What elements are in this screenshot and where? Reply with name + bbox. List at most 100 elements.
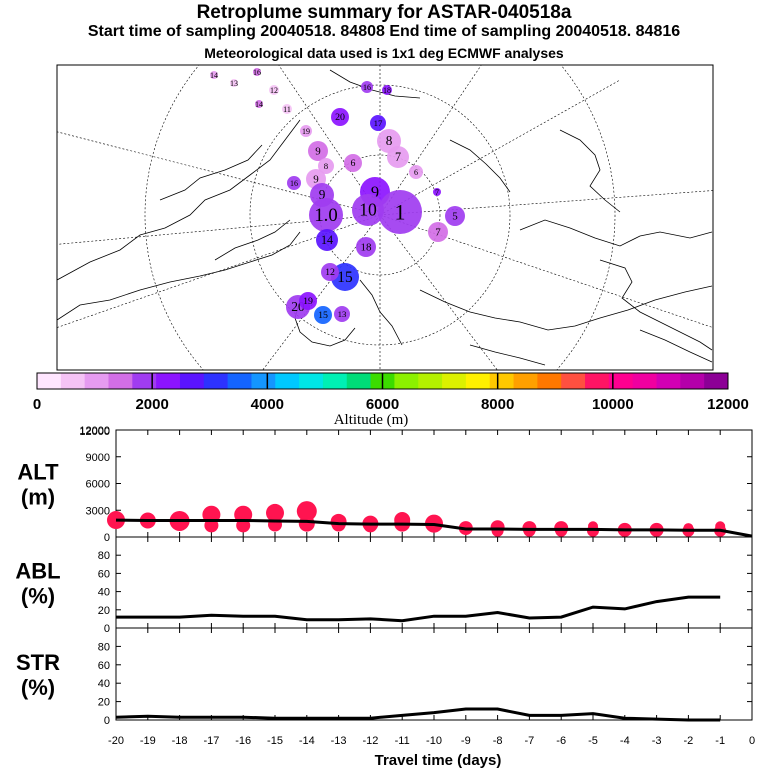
plume-cluster-marker xyxy=(299,292,317,310)
plume-cluster-marker xyxy=(269,85,279,95)
plume-cluster-marker xyxy=(361,81,373,93)
x-tick-label: -16 xyxy=(235,735,251,747)
y-tick-label: 60 xyxy=(98,660,110,672)
y-axis-label: ALT xyxy=(17,460,59,485)
plume-cluster-label: 1.0 xyxy=(314,205,337,226)
altitude-point xyxy=(266,503,284,522)
colorbar-segment xyxy=(251,373,276,389)
plume-cluster-marker xyxy=(445,206,465,226)
plume-cluster-marker xyxy=(433,188,441,196)
chart-title: Retroplume summary for ASTAR-040518a xyxy=(196,2,572,23)
colorbar-label: Altitude (m) xyxy=(334,412,409,428)
plume-cluster-marker xyxy=(300,125,312,137)
y-tick-label: 20 xyxy=(98,605,110,617)
x-tick-label: -15 xyxy=(267,735,283,747)
x-tick-label: -1 xyxy=(715,735,725,747)
colorbar-tick-label: 12000 xyxy=(707,396,749,413)
plume-cluster-marker xyxy=(253,68,261,76)
panel-frame xyxy=(115,627,753,721)
colorbar-tick-label: 2000 xyxy=(135,396,168,413)
plume-cluster-label: 9 xyxy=(315,146,321,158)
x-tick-label: -2 xyxy=(684,735,694,747)
plume-cluster-label: 5 xyxy=(452,211,458,223)
y-tick-label: 12000 xyxy=(79,426,110,438)
colorbar-segment xyxy=(84,373,109,389)
y-tick-label: 3000 xyxy=(86,505,110,517)
x-tick-label: -8 xyxy=(493,735,503,747)
plume-cluster-marker xyxy=(387,146,409,168)
colorbar-segment xyxy=(156,373,181,389)
colorbar-segment xyxy=(489,373,515,389)
y-axis-label: ABL xyxy=(15,559,60,584)
x-tick-label: -11 xyxy=(395,735,410,747)
y-tick-label: 9000 xyxy=(86,452,110,464)
plume-cluster-label: 8 xyxy=(386,133,393,148)
plume-cluster-marker xyxy=(318,158,334,174)
plume-cluster-marker xyxy=(321,263,339,281)
x-axis-label: Travel time (days) xyxy=(375,752,502,768)
plume-cluster-label: 12 xyxy=(325,267,335,278)
plume-cluster-label: 16 xyxy=(253,68,261,77)
map-graticule xyxy=(57,65,713,370)
colorbar-segment xyxy=(203,373,229,389)
plume-cluster-label: 8 xyxy=(324,161,329,171)
colorbar-segment xyxy=(561,373,586,389)
str-fraction-line xyxy=(115,707,721,722)
y-tick-label: 6000 xyxy=(86,479,110,491)
plume-cluster-marker xyxy=(308,141,328,161)
plume-cluster-label: 20 xyxy=(335,112,345,123)
plume-cluster-label: 15 xyxy=(318,310,328,321)
plume-cluster-marker xyxy=(255,100,263,108)
plume-cluster-marker xyxy=(309,198,343,232)
colorbar-segment xyxy=(108,373,133,389)
colorbar-segment xyxy=(680,373,705,389)
plume-cluster-marker xyxy=(344,154,362,172)
plume-cluster-marker xyxy=(409,165,423,179)
altitude-point xyxy=(296,501,317,522)
plume-cluster-label: 11 xyxy=(283,105,291,114)
colorbar-segment xyxy=(37,373,62,389)
y-axis-label: STR xyxy=(16,650,60,675)
plume-cluster-label: 12 xyxy=(270,86,278,95)
plume-cluster-marker xyxy=(230,79,238,87)
plume-cluster-marker xyxy=(287,176,301,190)
y-tick-label: 80 xyxy=(98,641,110,653)
y-axis-label: (m) xyxy=(21,485,55,510)
plume-cluster-label: 13 xyxy=(338,309,347,319)
plume-cluster-label: 14 xyxy=(210,71,218,80)
plume-cluster-label: 7 xyxy=(435,188,439,197)
y-axis-label: (%) xyxy=(21,675,55,700)
colorbar-tick-label: 4000 xyxy=(251,396,284,413)
plume-cluster-marker xyxy=(314,306,332,324)
x-tick-label: 0 xyxy=(749,735,755,747)
colorbar-segment xyxy=(346,373,372,389)
plume-cluster-label: 1 xyxy=(395,200,406,225)
plume-cluster-label: 7 xyxy=(435,227,441,239)
x-tick-label: -12 xyxy=(362,735,378,747)
colorbar-segment xyxy=(585,373,610,389)
time-series-panels: 03000600090001200012000ALT(m)020406080AB… xyxy=(15,425,755,747)
plume-cluster-label: 19 xyxy=(302,127,310,136)
altitude-point xyxy=(298,515,315,532)
y-tick-label: 0 xyxy=(104,623,110,635)
y-tick-label: 0 xyxy=(104,532,110,544)
plume-cluster-label: 10 xyxy=(359,200,377,220)
plume-cluster-marker xyxy=(282,104,292,114)
plume-cluster-label: 9 xyxy=(319,187,326,202)
y-tick-label: 60 xyxy=(98,568,110,580)
x-tick-label: -14 xyxy=(299,735,315,747)
x-tick-label: -9 xyxy=(461,735,471,747)
colorbar-segment xyxy=(656,373,681,389)
x-tick-label: -10 xyxy=(426,735,442,747)
sampling-time-subtitle: Start time of sampling 20040518. 84808 E… xyxy=(87,23,681,40)
colorbar-segment xyxy=(275,373,300,389)
y-tick-label: 20 xyxy=(98,697,110,709)
x-tick-label: -18 xyxy=(172,735,188,747)
colorbar-segment xyxy=(513,373,538,389)
x-tick-label: -7 xyxy=(525,735,535,747)
plume-cluster-label: 7 xyxy=(395,150,401,164)
colorbar-tick-label: 0 xyxy=(33,396,41,413)
plume-cluster-marker xyxy=(331,108,349,126)
colorbar-segment xyxy=(299,373,324,389)
